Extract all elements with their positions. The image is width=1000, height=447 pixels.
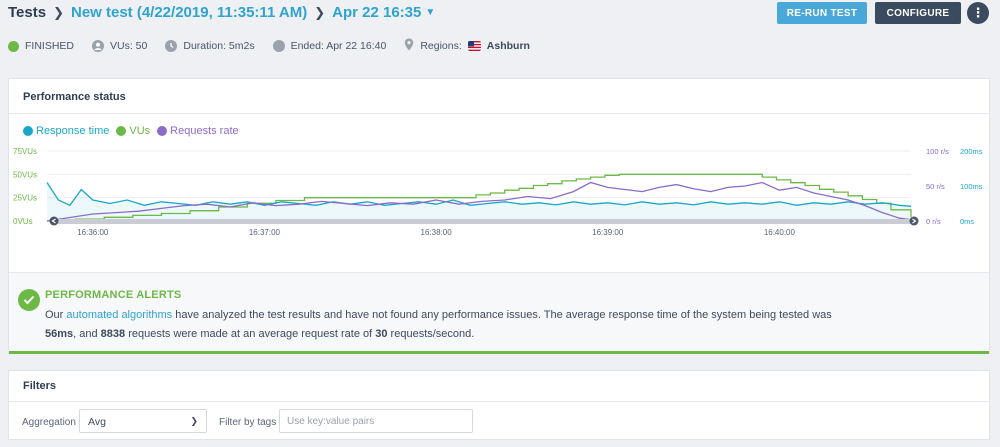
chevron-down-icon: ❯ <box>190 416 198 426</box>
alerts-text-line-1: Our automated algorithms have analyzed t… <box>45 309 832 321</box>
legend-dot-icon <box>116 126 127 136</box>
x-axis-tick-label: 16:40:00 <box>764 228 796 237</box>
x-axis-tick-label: 16:37:00 <box>249 228 281 237</box>
breadcrumb-tests[interactable]: Tests <box>8 4 47 21</box>
legend-label: VUs <box>129 125 151 137</box>
y-axis-right-tick-label: 100 r/s <box>926 147 949 156</box>
ended-icon <box>272 40 285 52</box>
caret-down-icon[interactable]: ▼ <box>425 7 436 18</box>
vus-series-line <box>47 173 912 222</box>
requests-rate-series-line <box>46 181 912 222</box>
filters-panel: Filters Aggregation Avg ❯ Filter by tags <box>8 370 990 440</box>
arrow-left-icon <box>51 218 56 224</box>
tags-label: Filter by tags <box>219 417 277 428</box>
legend-vus[interactable]: VUs <box>116 125 150 137</box>
scroll-left-handle-icon[interactable] <box>49 216 59 226</box>
legend-response-time[interactable]: Response time <box>23 125 109 137</box>
status-vus: VUs: 50 <box>92 40 147 52</box>
avg-rate-value: 30 <box>375 328 388 340</box>
breadcrumb-test-name[interactable]: New test (4/22/2019, 11:35:11 AM) <box>70 4 308 21</box>
us-flag-icon <box>467 41 481 51</box>
y-axis-tick-label: 50VUs <box>13 170 37 179</box>
performance-status-title: Performance status <box>23 91 126 103</box>
check-circle-icon <box>18 289 40 311</box>
status-dot-icon <box>8 40 19 52</box>
alerts-text: requests were made at an average request… <box>125 328 376 340</box>
alerts-text: have analyzed the test results and have … <box>172 309 832 321</box>
y-axis-right-tick-label: 100ms <box>960 182 983 191</box>
y-axis-tick-label: 0VUs <box>13 217 33 226</box>
duration-text: Duration: 5m2s <box>183 40 255 52</box>
legend-dot-icon <box>157 126 168 136</box>
avg-response-value: 56ms <box>45 328 74 340</box>
chevron-right-icon: ❯ <box>53 4 64 20</box>
map-pin-icon <box>404 38 414 54</box>
configure-button[interactable]: CONFIGURE <box>875 2 961 24</box>
test-status-row: FINISHED VUs: 50 Duration: 5m2s Ended: A… <box>8 38 548 54</box>
alerts-text: requests/second. <box>387 328 475 340</box>
status-finished: FINISHED <box>8 40 74 52</box>
alerts-text: Our <box>45 309 67 321</box>
breadcrumb: Tests ❯ New test (4/22/2019, 11:35:11 AM… <box>8 4 435 21</box>
scroll-right-handle-icon[interactable] <box>909 216 919 226</box>
x-axis-tick-label: 16:38:00 <box>421 228 453 237</box>
x-axis-tick-label: 16:39:00 <box>592 228 624 237</box>
alerts-text-line-2: 56ms, and 8838 requests were made at an … <box>45 328 474 340</box>
divider <box>9 113 989 114</box>
filters-title: Filters <box>23 380 57 392</box>
performance-chart[interactable]: 75VUs 50VUs 25VUs 0VUs 100 r/s 50 r/s 0 r/s 200… <box>9 145 989 241</box>
more-options-icon[interactable]: ⋮ <box>967 2 989 24</box>
breadcrumb-run-select[interactable]: Apr 22 16:35 <box>332 4 422 21</box>
aggregation-value: Avg <box>88 416 106 428</box>
legend-requests-rate[interactable]: Requests rate <box>157 125 239 137</box>
chart-legend: Response time VUs Requests rate <box>23 125 246 137</box>
performance-status-panel: Performance status Response time VUs Req… <box>8 78 990 354</box>
vus-text: VUs: 50 <box>110 40 148 52</box>
aggregation-label: Aggregation <box>22 417 76 428</box>
response-time-series-line <box>46 182 912 207</box>
status-text: FINISHED <box>25 40 75 52</box>
arrow-right-icon <box>912 218 917 224</box>
aggregation-select[interactable]: Avg ❯ <box>79 409 207 433</box>
legend-dot-icon <box>23 126 33 136</box>
y-axis-right-tick-label: 0ms <box>960 217 974 226</box>
divider <box>9 401 989 402</box>
alerts-status-bar <box>9 351 989 354</box>
y-axis-right-tick-label: 0 r/s <box>926 217 941 226</box>
request-count-value: 8838 <box>100 328 126 340</box>
legend-label: Requests rate <box>170 125 239 137</box>
top-bar: Tests ❯ New test (4/22/2019, 11:35:11 AM… <box>0 0 1000 30</box>
alerts-title: PERFORMANCE ALERTS <box>45 289 182 301</box>
user-icon <box>92 40 105 52</box>
regions-label: Regions: <box>420 40 462 52</box>
status-duration: Duration: 5m2s <box>165 40 255 52</box>
x-axis-tick-label: 16:36:00 <box>77 228 109 237</box>
y-axis-tick-label: 75VUs <box>13 147 37 156</box>
clock-icon <box>165 40 178 52</box>
ended-text: Ended: Apr 22 16:40 <box>290 40 387 52</box>
y-axis-right-tick-label: 200ms <box>960 147 983 156</box>
alerts-text: , and <box>73 328 101 340</box>
region-name: Ashburn <box>486 40 530 52</box>
status-ended: Ended: Apr 22 16:40 <box>272 40 387 52</box>
legend-label: Response time <box>36 125 110 137</box>
performance-alerts: PERFORMANCE ALERTS Our automated algorit… <box>9 272 989 354</box>
response-time-area <box>47 182 911 221</box>
y-axis-right-tick-label: 50 r/s <box>926 182 945 191</box>
automated-algorithms-link[interactable]: automated algorithms <box>66 309 173 321</box>
y-axis-tick-label: 25VUs <box>13 194 37 203</box>
scrollbar-track <box>55 219 915 224</box>
status-regions: Regions: Ashburn <box>404 38 530 54</box>
tags-filter-input[interactable] <box>279 409 473 433</box>
rerun-test-button[interactable]: RE-RUN TEST <box>777 2 867 24</box>
chevron-right-icon: ❯ <box>314 4 326 20</box>
